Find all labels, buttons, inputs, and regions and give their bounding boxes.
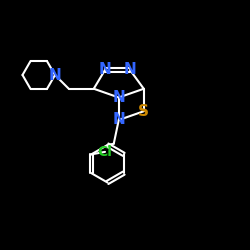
Text: N: N <box>48 68 62 82</box>
Text: N: N <box>98 62 112 78</box>
Text: Cl: Cl <box>98 145 112 159</box>
Text: N: N <box>112 90 125 105</box>
Text: S: S <box>138 104 149 119</box>
Text: N: N <box>112 112 125 128</box>
Text: N: N <box>124 62 136 78</box>
